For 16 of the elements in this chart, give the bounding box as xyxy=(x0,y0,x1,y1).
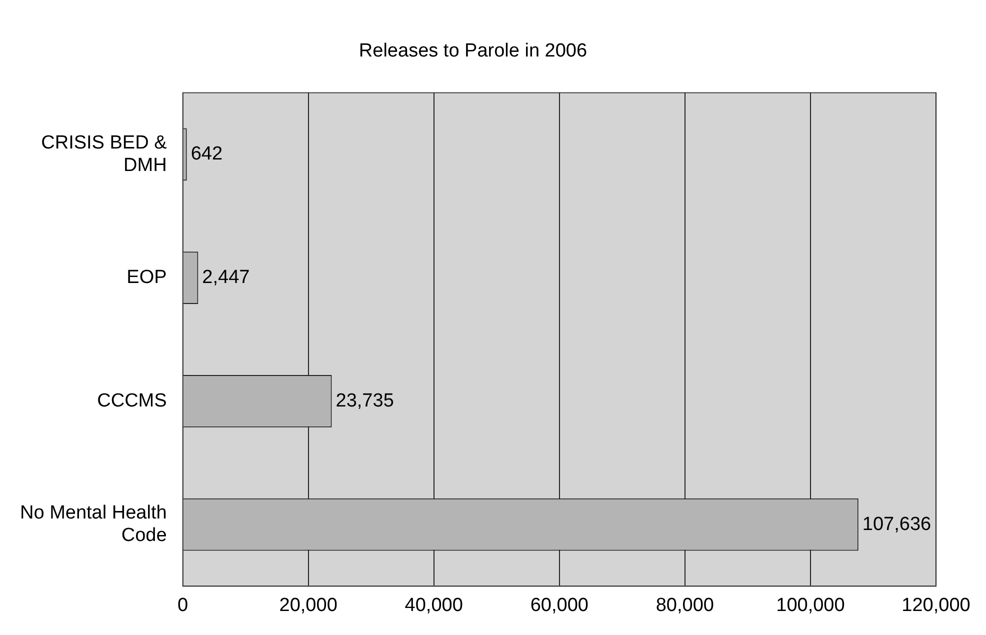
x-tick-label: 20,000 xyxy=(279,594,338,616)
data-label: 642 xyxy=(190,144,223,165)
x-tick-label: 100,000 xyxy=(776,594,845,616)
y-tick-label: EOP xyxy=(126,267,167,288)
y-tick-label: CCCMS xyxy=(97,390,167,412)
chart-title: Releases to Parole in 2006 xyxy=(358,40,588,62)
x-tick-label: 80,000 xyxy=(656,594,714,616)
y-tick-label: No Mental Health Code xyxy=(20,502,167,546)
x-tick-label: 0 xyxy=(178,594,188,616)
data-label: 2,447 xyxy=(202,267,250,288)
x-tick-label: 60,000 xyxy=(530,594,588,616)
y-tick-label: CRISIS BED & DMH xyxy=(41,132,168,176)
data-label: 107,636 xyxy=(862,514,932,535)
x-tick-label: 120,000 xyxy=(902,594,970,616)
x-tick-label: 40,000 xyxy=(404,594,463,616)
data-label: 23,735 xyxy=(336,390,394,412)
